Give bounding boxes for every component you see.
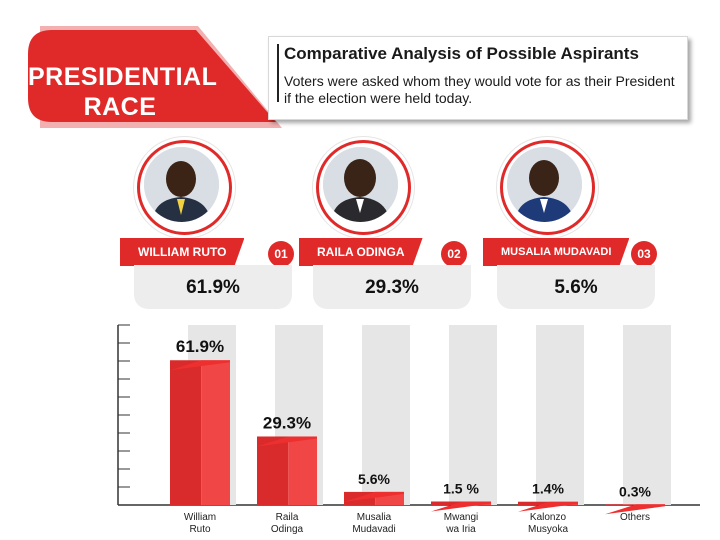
banner-title: PRESIDENTIAL RACE [28,62,218,122]
bar-side [201,360,230,505]
x-tick-label: Raila [276,512,299,523]
bar-top [518,501,578,512]
page-title: Comparative Analysis of Possible Aspiran… [284,44,639,63]
candidate-card-mudavadi: MUSALIA MUDAVADI 03 5.6% [497,140,677,310]
bar-top [170,360,230,371]
candidate-name-tag: MUSALIA MUDAVADI [483,238,629,266]
bar-top [431,501,491,512]
bar-track [449,325,497,505]
person-silhouette-icon [507,147,582,222]
x-tick-label: wa Iria [445,524,476,535]
x-tick-label: Musyoka [528,524,568,535]
person-silhouette-icon [144,147,219,222]
person-silhouette-icon [323,147,398,222]
x-tick-label: Mudavadi [352,524,395,535]
x-tick-label: Kalonzo [530,512,567,523]
bar-front [605,504,637,505]
candidate-percent-box: 61.9% [134,265,292,309]
candidate-percent-box: 29.3% [313,265,471,309]
candidate-name-tag: RAILA ODINGA [299,238,423,266]
x-tick-label: Mwangi [444,512,478,523]
bar-side [288,436,317,505]
page-subtitle: Voters were asked whom they would vote f… [284,73,675,106]
x-tick-label: Others [620,512,650,523]
candidate-percent: 61.9% [186,277,240,298]
bar-top [344,491,404,502]
x-tick-label: William [184,512,216,523]
candidate-card-odinga: RAILA ODINGA 02 29.3% [313,140,493,310]
bar-front [431,501,463,505]
title-box [268,36,688,120]
candidate-number: 01 [268,241,294,267]
bar-value-label: 1.4% [532,481,564,497]
title-divider [277,44,279,102]
x-tick-label: Musalia [357,512,392,523]
candidate-name-tag: WILLIAM RUTO [120,238,244,266]
candidate-number: 02 [441,241,467,267]
x-tick-label: Odinga [271,524,304,535]
bar-value-label: 1.5 % [443,480,479,496]
candidate-percent: 29.3% [365,277,419,298]
bar-value-label: 61.9% [176,337,224,356]
banner-line-1: PRESIDENTIAL [28,63,218,91]
candidate-percent: 5.6% [554,277,598,298]
x-tick-label: Ruto [189,524,211,535]
bar-front [518,501,550,505]
bar-front [257,436,289,505]
banner-shape [28,26,282,128]
bar-front [170,360,202,505]
bar-top [257,436,317,447]
bar-track [536,325,584,505]
avatar [144,147,219,222]
bar-track [623,325,671,505]
bar-top [605,504,665,515]
candidate-card-ruto: WILLIAM RUTO 01 61.9% [134,140,314,310]
bar-value-label: 29.3% [263,413,311,432]
bar-track [362,325,410,505]
bar-value-label: 5.6% [358,471,390,487]
avatar [507,147,582,222]
candidate-number: 03 [631,241,657,267]
candidate-percent-box: 5.6% [497,265,655,309]
banner-line-2: RACE [83,93,157,121]
avatar [323,147,398,222]
bar-value-label: 0.3% [619,483,651,499]
